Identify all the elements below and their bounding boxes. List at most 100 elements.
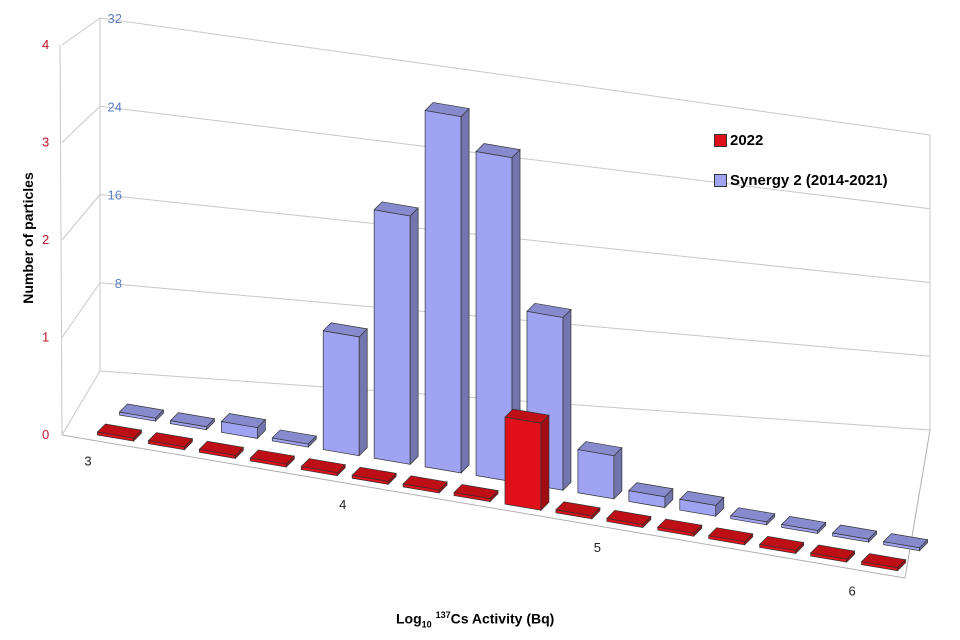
gridline-side-0 — [61, 370, 101, 436]
gridline-back-4 — [99, 17, 931, 136]
bar-synergy-11 — [679, 490, 725, 518]
legend-item-2022: 2022 — [714, 130, 888, 150]
bar-synergy-6-top — [424, 102, 470, 117]
x-label-part-log: Log — [396, 610, 422, 627]
bar-synergy-7-top — [475, 143, 521, 158]
floor-right-edge — [904, 429, 931, 579]
x-tick-5: 5 — [594, 540, 601, 555]
bar-2022-1-top — [147, 432, 194, 448]
bar-synergy-5-side — [409, 207, 419, 466]
bar-2022-9-top — [555, 501, 601, 517]
bar-2022-4 — [300, 458, 346, 477]
bar-synergy-10 — [628, 482, 674, 509]
bar-2022-8-top — [504, 408, 550, 424]
bar-2022-9 — [555, 501, 601, 520]
bar-synergy-7 — [475, 143, 521, 483]
bar-2022-2 — [198, 440, 245, 460]
legend: 2022 Synergy 2 (2014-2021) — [714, 130, 888, 210]
side-wall-edge — [59, 44, 63, 436]
bar-2022-8 — [504, 408, 550, 512]
bar-synergy-2 — [220, 413, 267, 440]
bar-2022-5 — [351, 466, 397, 486]
bar-synergy-12 — [729, 507, 776, 526]
bar-2022-14 — [809, 544, 856, 563]
bar-synergy-13-top — [780, 515, 827, 531]
bar-synergy-1 — [169, 412, 216, 431]
bar-synergy-10-top — [628, 482, 674, 498]
bar-2022-6-top — [402, 475, 448, 491]
bar-synergy-8-top — [526, 302, 572, 318]
x-tick-6: 6 — [848, 583, 855, 598]
y-right-tick-16: 16 — [108, 188, 122, 203]
bar-2022-13 — [758, 535, 805, 555]
y-left-tick-1: 1 — [42, 330, 49, 345]
y-left-tick-2: 2 — [42, 232, 49, 247]
gridline-side-2 — [61, 194, 101, 241]
bar-2022-3-top — [249, 449, 296, 465]
bar-synergy-5 — [373, 201, 419, 466]
bar-2022-15 — [860, 553, 907, 572]
x-axis-label: Log10 137Cs Activity (Bq) — [396, 610, 554, 629]
bar-2022-12-top — [707, 527, 754, 543]
legend-item-synergy: Synergy 2 (2014-2021) — [714, 170, 888, 190]
bar-synergy-9-top — [577, 441, 623, 457]
gridline-side-1 — [61, 282, 101, 338]
bar-2022-11-top — [657, 518, 703, 534]
bar-synergy-8-side — [562, 308, 572, 492]
bar-synergy-4 — [322, 322, 368, 457]
bar-synergy-1-top — [169, 412, 216, 428]
bar-synergy-12-top — [729, 507, 776, 523]
y-right-tick-24: 24 — [108, 99, 122, 114]
bar-2022-14-top — [809, 544, 856, 560]
bar-synergy-0-top — [118, 403, 165, 419]
bar-synergy-2-top — [220, 413, 267, 428]
bar-synergy-0 — [118, 403, 165, 422]
bar-2022-15-top — [860, 553, 907, 569]
bar-synergy-5-front — [373, 209, 411, 465]
bar-2022-10-top — [606, 510, 652, 525]
x-tick-4: 4 — [339, 497, 346, 512]
bar-synergy-3 — [271, 429, 318, 448]
bar-2022-13-top — [758, 535, 805, 551]
bar-2022-3 — [249, 449, 296, 468]
legend-label-2022: 2022 — [730, 131, 764, 149]
y-left-tick-0: 0 — [42, 427, 49, 442]
bar-2022-12 — [707, 527, 754, 546]
bar-2022-1 — [147, 432, 194, 451]
bar-synergy-9-side — [613, 446, 623, 500]
bar-synergy-4-top — [322, 322, 368, 338]
bar-synergy-3-top — [271, 429, 318, 445]
bar-synergy-13 — [780, 515, 827, 535]
bar-synergy-6-front — [424, 110, 462, 474]
bar-2022-10 — [606, 510, 652, 529]
y-right-tick-32: 32 — [108, 11, 122, 26]
y-axis-label: Number of particles — [20, 172, 36, 304]
x-label-part-base: 10 — [421, 619, 432, 630]
bar-2022-8-front — [504, 416, 542, 511]
bar-2022-11 — [657, 518, 703, 538]
x-label-part-isotope: 137 — [435, 610, 451, 620]
floor-front-edge — [61, 434, 906, 579]
y-right-tick-8: 8 — [115, 276, 122, 291]
bar-synergy-14-top — [831, 524, 878, 540]
bar-2022-0 — [96, 423, 143, 442]
legend-label-synergy: Synergy 2 (2014-2021) — [730, 171, 888, 189]
bar-synergy-15-top — [882, 533, 929, 549]
bar-synergy-11-top — [679, 490, 725, 506]
bar-synergy-15 — [882, 533, 929, 552]
bar-2022-7 — [453, 484, 499, 503]
y-left-tick-4: 4 — [42, 37, 49, 52]
bar-synergy-6 — [424, 102, 470, 474]
x-tick-3: 3 — [84, 454, 91, 469]
bar-2022-6 — [402, 475, 448, 494]
bar-2022-4-top — [300, 458, 346, 474]
bar-synergy-14 — [831, 524, 878, 543]
bar-2022-5-top — [351, 466, 397, 482]
x-label-part-unit: Cs Activity (Bq) — [450, 610, 555, 627]
bar-synergy-9-front — [577, 449, 615, 500]
bar-synergy-6-side — [460, 107, 470, 474]
bar-synergy-4-side — [358, 328, 368, 457]
gridline-side-3 — [61, 105, 101, 143]
gridline-side-4 — [61, 17, 101, 46]
